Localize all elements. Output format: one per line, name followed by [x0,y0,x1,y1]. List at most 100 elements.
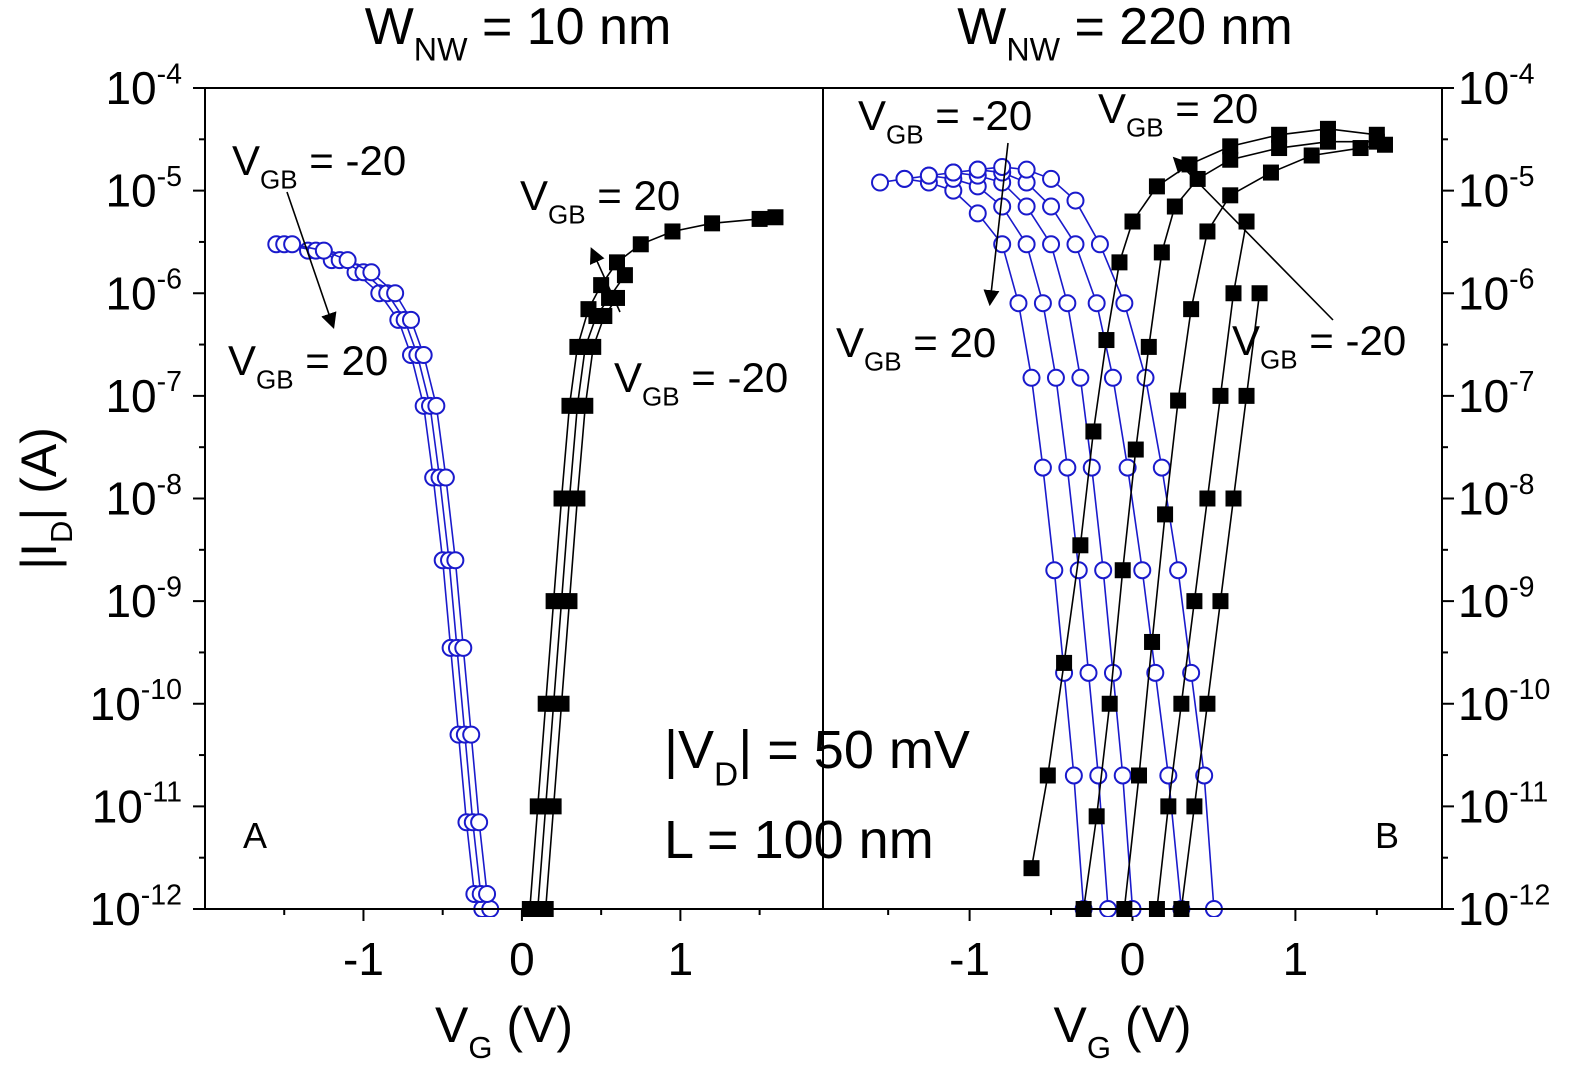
data-point [1152,458,1171,477]
y-tick-label-left: 10-9 [105,571,182,627]
x-axis-label: VG (V) [435,997,573,1065]
data-point [470,813,489,832]
series-line [1123,143,1386,910]
data-point [1166,198,1183,215]
data-point [1090,235,1109,254]
data-point [1082,458,1101,477]
y-tick-label-right: 10-11 [1458,777,1548,833]
data-point [427,396,446,415]
x-tick-label: 1 [668,933,694,985]
data-point [1039,767,1056,784]
data-point [1199,695,1216,712]
data-layer [267,209,784,917]
data-point [596,308,613,325]
data-point [1042,235,1061,254]
data-point [1225,490,1242,507]
annotation-arrow [286,191,337,330]
data-point [1033,294,1052,313]
annotation-arrow [983,142,1009,307]
data-point [585,338,602,355]
series-line [953,168,1183,910]
data-point [1186,798,1203,815]
data-point [1352,140,1369,157]
data-point [919,166,938,185]
panel-B: -1 0 1 VG (V) WNW = 220 nm B [871,0,1399,1065]
data-point [632,236,649,253]
data-point [1127,441,1144,458]
data-point [1222,187,1239,204]
series-line [1030,128,1377,869]
series-5 [1023,120,1385,877]
annotation-length: L = 100 nm [664,810,934,870]
data-point [1094,561,1113,580]
data-point [462,725,481,744]
data-point [1212,593,1229,610]
y-tick-label-right: 10-8 [1458,469,1535,525]
data-point [968,204,987,223]
data-point [1225,285,1242,302]
data-point [767,209,784,226]
y-tick-label-left: 10-8 [105,469,182,525]
data-point [1069,561,1088,580]
data-point [446,551,465,570]
text-layer: 10-4 10-4 10-5 10-5 10-6 10-6 10-7 10-7 10-8 10-8… [11,58,1550,935]
data-point [414,346,433,365]
data-layer [871,120,1393,917]
data-point [1046,368,1065,387]
data-point [314,241,333,260]
data-point [1133,561,1152,580]
data-point [1113,766,1132,785]
data-point [1079,663,1098,682]
y-tick-label-left: 10-5 [105,161,182,217]
data-point [1182,663,1201,682]
data-point [1058,294,1077,313]
data-point [1212,387,1229,404]
data-point [436,468,455,487]
panels-layer: -1 0 1 VG (V) WNW = 10 nm A -1 0 1 VG (V) WNW = 22… [243,0,1399,1065]
data-point [1189,170,1206,187]
data-point [1160,798,1177,815]
data-point [1124,213,1141,230]
axes-layer [193,87,1454,910]
data-point [1238,213,1255,230]
data-point [1222,138,1239,155]
data-point [1017,197,1036,216]
data-point [1183,301,1200,318]
annotation-vgb-label: VGB = 20 [836,319,996,376]
y-tick-label-right: 10-4 [1458,58,1535,114]
data-point [1170,392,1187,409]
series-9 [1173,285,1268,917]
annotation-arrow [589,247,621,313]
data-point [1085,423,1102,440]
data-point [1303,147,1320,164]
data-point [1199,223,1216,240]
data-point [1251,285,1268,302]
series-2 [283,235,497,904]
data-point [1072,537,1089,554]
series-2 [919,163,1142,917]
data-point [561,593,578,610]
data-point [871,173,890,192]
data-point [704,215,721,232]
x-tick-label: 0 [509,933,535,985]
annotation-vgb-label: VGB = -20 [858,92,1032,149]
series-4 [968,157,1223,917]
data-point [609,254,625,271]
data-point [751,210,768,227]
data-point [1376,136,1393,153]
data-point [386,284,405,303]
data-point [338,251,357,270]
data-point [993,157,1012,176]
data-point [609,289,625,306]
data-point [1098,332,1115,349]
data-point [1066,191,1085,210]
data-point [454,638,473,657]
data-point [283,235,302,254]
y-tick-label-right: 10-10 [1458,674,1550,730]
data-point [1131,767,1148,784]
data-point [1271,140,1288,157]
panel-A: -1 0 1 VG (V) WNW = 10 nm A [243,0,784,1065]
panel-label: B [1375,815,1399,856]
x-tick-label: 1 [1283,933,1309,985]
series-line [928,171,1134,910]
